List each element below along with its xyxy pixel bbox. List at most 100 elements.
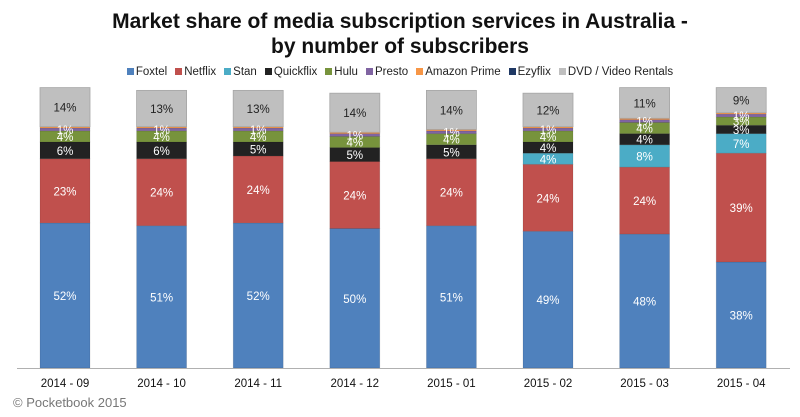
legend-item: Foxtel bbox=[126, 66, 168, 78]
bar-stack: 51% 24% 6% 4%1% 13% bbox=[136, 89, 188, 369]
legend-swatch bbox=[416, 68, 424, 75]
bar-segment-foxtel bbox=[232, 222, 284, 369]
data-label: 14% bbox=[440, 105, 463, 117]
x-tick-label: 2015 - 01 bbox=[427, 378, 476, 390]
legend-swatch bbox=[325, 68, 333, 75]
bar-segment-hulu bbox=[522, 130, 574, 143]
data-label: 5% bbox=[250, 144, 267, 156]
data-label: 24% bbox=[343, 191, 366, 203]
bar-stack: 52% 24% 5%4%1% 13% bbox=[232, 89, 284, 369]
data-label: 6% bbox=[153, 146, 170, 158]
x-tick-label: 2014 - 10 bbox=[137, 378, 186, 390]
data-label: 5% bbox=[346, 150, 363, 162]
legend-item: Hulu bbox=[325, 66, 358, 78]
legend-item: Netflix bbox=[175, 66, 216, 78]
data-label: 5% bbox=[443, 147, 460, 159]
bar-segment-foxtel bbox=[39, 222, 91, 369]
legend-item: Quickflix bbox=[264, 66, 318, 78]
legend-swatch bbox=[224, 68, 232, 75]
bar-segment-dvd-video-rentals bbox=[619, 87, 670, 119]
data-label: 52% bbox=[247, 291, 270, 303]
data-label: 4% bbox=[540, 132, 557, 144]
bar-stack: 52% 23% 6% 4%1% 14% bbox=[39, 87, 91, 369]
data-label: 52% bbox=[53, 291, 76, 303]
legend-item: Ezyflix bbox=[508, 66, 551, 78]
data-label: 4% bbox=[636, 135, 653, 147]
legend-item: DVD / Video Rentals bbox=[558, 66, 674, 78]
data-label: 14% bbox=[343, 108, 366, 120]
data-label: 4% bbox=[346, 138, 363, 150]
data-label: 7% bbox=[733, 139, 750, 151]
data-label: 6% bbox=[57, 146, 74, 158]
bar-segment-netflix bbox=[39, 158, 91, 224]
legend-item: Stan bbox=[224, 66, 257, 78]
bar-segment-hulu bbox=[232, 130, 284, 143]
data-label: 3% bbox=[733, 117, 750, 129]
data-label: 14% bbox=[53, 103, 76, 115]
data-label: 1% bbox=[57, 125, 74, 137]
data-label: 23% bbox=[53, 186, 76, 198]
legend-label: Hulu bbox=[334, 66, 358, 78]
data-label: 49% bbox=[536, 295, 559, 307]
bar-segment-dvd-video-rentals bbox=[715, 87, 767, 114]
bar-segment-presto bbox=[715, 113, 767, 118]
bar-segment-netflix bbox=[425, 158, 477, 227]
x-tick-label: 2015 - 04 bbox=[717, 378, 766, 390]
data-label: 1% bbox=[153, 125, 170, 137]
data-label: 11% bbox=[634, 98, 656, 110]
bar-segment-dvd-video-rentals bbox=[136, 89, 188, 128]
bar-segment-netflix bbox=[619, 166, 670, 235]
legend-label: Stan bbox=[233, 66, 257, 78]
data-label: 3% bbox=[733, 125, 750, 137]
x-tick-label: 2014 - 11 bbox=[234, 378, 282, 390]
bar-stack: 50% 24% 5%4%1% 14% bbox=[329, 92, 381, 369]
legend-swatch bbox=[558, 68, 566, 75]
data-label: 1% bbox=[250, 125, 267, 137]
data-label: 1% bbox=[346, 131, 363, 143]
data-label: 51% bbox=[150, 292, 173, 304]
legend-label: Amazon Prime bbox=[425, 66, 501, 78]
legend-label: Presto bbox=[374, 66, 409, 78]
data-label: 4% bbox=[636, 124, 653, 136]
bar-stack: 51% 24% 5%4%1% 14% bbox=[425, 89, 477, 369]
data-label: 1% bbox=[636, 117, 653, 129]
bar-stack: 38%39%7%3%3%1%9% bbox=[715, 87, 767, 369]
bar-segment-foxtel bbox=[329, 228, 381, 369]
legend-swatch bbox=[175, 68, 183, 75]
data-label: 1% bbox=[443, 128, 460, 140]
bar-segment-foxtel bbox=[715, 261, 767, 369]
chart-title-line-1: Market share of media subscription servi… bbox=[112, 10, 688, 33]
legend-label: Ezyflix bbox=[517, 66, 551, 78]
data-label: 12% bbox=[536, 105, 559, 117]
bar-segment-dvd-video-rentals bbox=[425, 89, 477, 130]
bar-stack: 49%24%4%4%4%1%12% bbox=[522, 92, 574, 369]
bar-segment-dvd-video-rentals bbox=[232, 89, 284, 128]
bar-segment-hulu bbox=[136, 130, 188, 143]
data-label: 4% bbox=[153, 132, 170, 144]
legend-label: Foxtel bbox=[135, 66, 168, 78]
bar-segment-hulu bbox=[39, 130, 91, 143]
data-label: 4% bbox=[540, 143, 557, 155]
bar-segment-netflix bbox=[232, 155, 284, 224]
legend-label: Quickflix bbox=[273, 66, 318, 78]
legend-item: Amazon Prime bbox=[416, 66, 501, 78]
data-label: 39% bbox=[730, 203, 753, 215]
data-label: 24% bbox=[536, 193, 559, 205]
legend-item: Presto bbox=[365, 66, 409, 78]
data-label: 48% bbox=[633, 297, 656, 309]
data-label: 8% bbox=[636, 151, 653, 163]
legend-swatch bbox=[508, 68, 516, 75]
bar-segment-foxtel bbox=[619, 233, 670, 369]
bar-segment-netflix bbox=[715, 152, 767, 263]
bar-segment-netflix bbox=[136, 158, 188, 227]
data-label: 4% bbox=[540, 154, 557, 166]
legend-label: DVD / Video Rentals bbox=[567, 66, 674, 78]
data-label: 24% bbox=[633, 196, 656, 208]
legend-swatch bbox=[365, 68, 373, 75]
data-label: 38% bbox=[730, 310, 753, 322]
data-label: 1% bbox=[540, 125, 557, 137]
bar-segment-foxtel bbox=[136, 225, 188, 369]
bar-stack: 48%24%8%4%4%1%11% bbox=[619, 87, 670, 369]
x-tick-label: 2014 - 12 bbox=[330, 378, 379, 390]
bar-segment-foxtel bbox=[425, 225, 477, 369]
